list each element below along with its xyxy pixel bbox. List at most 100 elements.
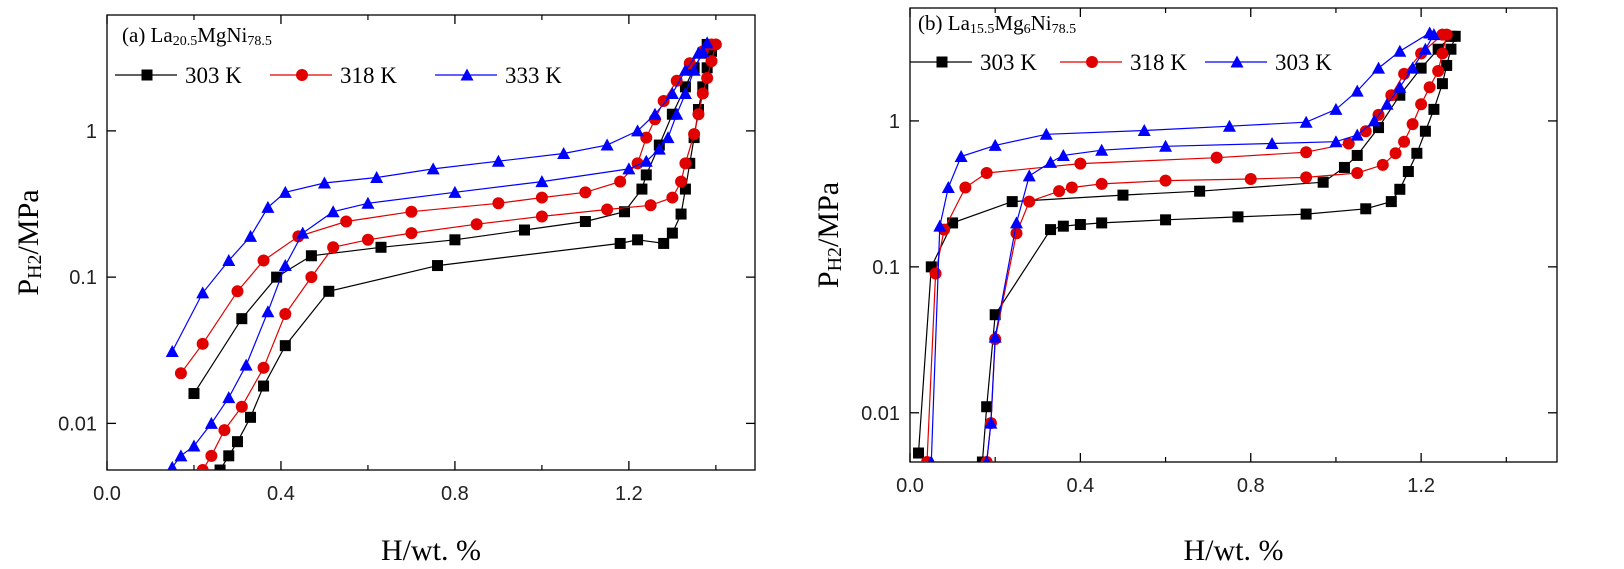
marker bbox=[1044, 155, 1058, 168]
marker bbox=[231, 285, 244, 298]
data-area bbox=[913, 26, 1461, 462]
panel: 0.0 0.4 0.8 1.2 0.01 0.1 1 H/wt. % PH2/MPa (b) La… bbox=[812, 7, 1558, 567]
marker bbox=[222, 391, 236, 404]
marker bbox=[1265, 137, 1279, 150]
marker bbox=[470, 218, 483, 231]
marker bbox=[696, 87, 709, 100]
marker bbox=[432, 260, 444, 272]
panel-title-part: (a) La bbox=[122, 23, 173, 47]
marker bbox=[426, 162, 440, 175]
x-tick-label: 0.8 bbox=[441, 483, 469, 505]
marker bbox=[323, 285, 335, 297]
marker bbox=[1329, 135, 1343, 148]
marker bbox=[941, 180, 955, 193]
marker bbox=[205, 449, 218, 462]
marker bbox=[519, 224, 531, 236]
series-line bbox=[171, 42, 708, 468]
y-axis-label-part: P bbox=[812, 271, 845, 288]
marker bbox=[666, 191, 679, 204]
marker bbox=[1394, 183, 1406, 195]
x-tick-label: 1.2 bbox=[615, 483, 643, 505]
marker bbox=[1300, 171, 1313, 184]
marker bbox=[1351, 166, 1364, 179]
marker bbox=[279, 340, 291, 352]
series-line bbox=[917, 35, 1457, 462]
legend-label: 303 K bbox=[1275, 50, 1332, 75]
marker bbox=[679, 157, 692, 170]
marker bbox=[1418, 42, 1432, 55]
y-axis-label-part: /MPa bbox=[812, 182, 845, 247]
series-line bbox=[926, 34, 1448, 462]
marker bbox=[1350, 128, 1364, 141]
marker bbox=[632, 234, 644, 246]
marker bbox=[705, 55, 718, 68]
marker bbox=[1423, 81, 1436, 94]
panel-title-part: 20.5 bbox=[173, 34, 198, 49]
marker bbox=[1300, 146, 1313, 159]
marker bbox=[1010, 227, 1023, 240]
marker bbox=[1372, 61, 1386, 74]
marker bbox=[361, 196, 375, 209]
marker bbox=[661, 131, 675, 144]
legend-marker bbox=[936, 56, 948, 68]
marker bbox=[670, 74, 683, 87]
marker bbox=[701, 62, 713, 74]
x-tick-label: 0.4 bbox=[1066, 475, 1094, 497]
marker bbox=[648, 107, 662, 120]
marker bbox=[231, 436, 243, 448]
panel-title: (b) La15.5Mg6Ni78.5 bbox=[918, 11, 1076, 37]
marker bbox=[535, 210, 548, 223]
panel-title-part: Mg bbox=[994, 11, 1024, 35]
marker bbox=[1117, 189, 1129, 201]
marker bbox=[913, 447, 925, 459]
marker bbox=[1159, 174, 1172, 187]
marker bbox=[1406, 61, 1420, 74]
marker bbox=[257, 361, 270, 374]
marker bbox=[579, 216, 591, 228]
marker bbox=[679, 81, 691, 93]
marker bbox=[1074, 219, 1086, 231]
x-tick-label: 1.2 bbox=[1407, 475, 1435, 497]
marker bbox=[988, 138, 1002, 151]
marker bbox=[1317, 176, 1329, 188]
marker bbox=[1436, 47, 1449, 60]
marker bbox=[244, 229, 258, 242]
marker bbox=[1022, 169, 1036, 182]
y-tick-label: 0.1 bbox=[872, 257, 900, 279]
marker bbox=[1045, 224, 1057, 236]
marker bbox=[361, 233, 374, 246]
marker bbox=[1415, 62, 1427, 74]
marker bbox=[925, 261, 937, 273]
marker bbox=[1009, 216, 1023, 229]
marker bbox=[1402, 166, 1414, 178]
legend-marker bbox=[460, 68, 474, 81]
marker bbox=[1360, 203, 1372, 215]
marker bbox=[214, 464, 226, 470]
marker bbox=[375, 241, 387, 253]
marker bbox=[600, 138, 614, 151]
y-axis-label-part: /MPa bbox=[12, 189, 45, 254]
marker bbox=[405, 205, 418, 218]
marker bbox=[296, 226, 310, 239]
marker bbox=[196, 286, 210, 299]
marker bbox=[678, 63, 692, 76]
marker bbox=[640, 169, 652, 181]
marker bbox=[622, 162, 636, 175]
marker bbox=[1338, 161, 1350, 173]
marker bbox=[196, 337, 209, 350]
marker bbox=[706, 45, 718, 57]
marker bbox=[187, 439, 201, 452]
x-tick-label: 0.4 bbox=[267, 483, 295, 505]
marker bbox=[1350, 84, 1364, 97]
panel-title-part: 78.5 bbox=[247, 34, 272, 49]
series-line bbox=[180, 43, 717, 470]
marker bbox=[1210, 151, 1223, 164]
marker bbox=[700, 36, 714, 49]
marker bbox=[675, 208, 687, 220]
marker bbox=[167, 460, 178, 470]
y-axis-label: PH2/MPa bbox=[12, 189, 46, 295]
x-axis-label: H/wt. % bbox=[1184, 534, 1284, 567]
marker bbox=[278, 185, 292, 198]
y-tick-label: 0.1 bbox=[69, 267, 97, 289]
